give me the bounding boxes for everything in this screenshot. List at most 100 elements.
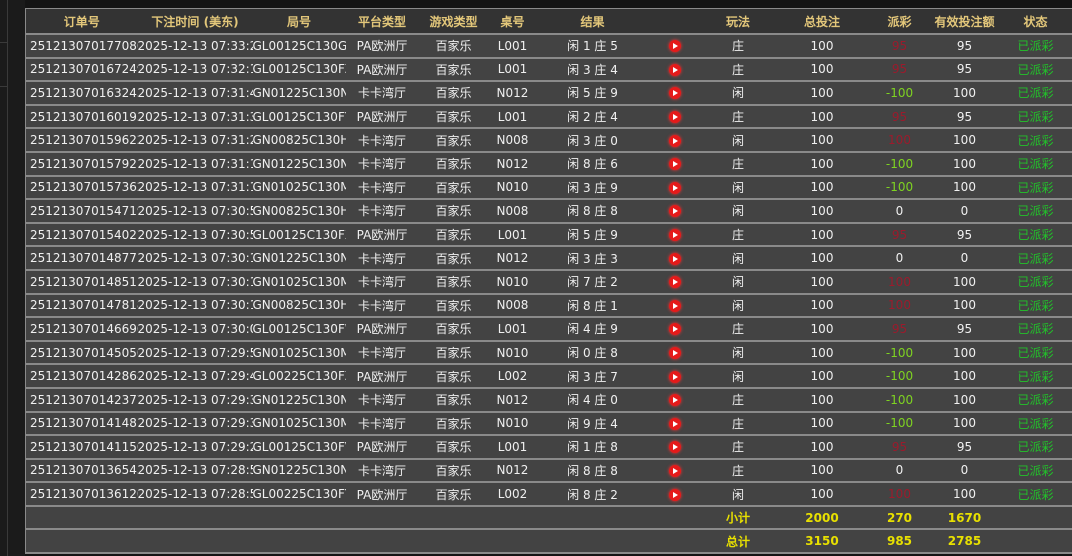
play-video-icon[interactable] xyxy=(668,347,681,360)
table-row: 251213070141481 2025-12-13 07:29:30 GN0102… xyxy=(25,411,1072,437)
subtotal-payout: 270 xyxy=(868,505,931,531)
total-bet: 100 xyxy=(775,246,869,271)
spacer xyxy=(25,529,701,555)
play-video-icon[interactable] xyxy=(668,158,681,171)
total-payout: 985 xyxy=(868,529,931,555)
result: 闲 2 庄 4 xyxy=(536,104,649,130)
replay-cell xyxy=(648,458,701,484)
table-no: N012 xyxy=(488,151,537,177)
round-no: GL00125C130FX xyxy=(252,222,346,248)
total-bet: 100 xyxy=(775,222,869,248)
play-video-icon[interactable] xyxy=(668,441,681,454)
total-bet: 100 xyxy=(775,458,869,484)
platform-type: PA欧洲厅 xyxy=(345,222,419,248)
game-type: 百家乐 xyxy=(418,340,489,366)
play-video-icon[interactable] xyxy=(668,229,681,242)
play-video-icon[interactable] xyxy=(668,181,681,194)
column-header-order-no: 订单号 xyxy=(25,8,138,35)
table-row: 251213070157921 2025-12-13 07:31:15 GN0122… xyxy=(25,151,1072,177)
bet-time: 2025-12-13 07:29:40 xyxy=(137,364,253,389)
result: 闲 5 庄 9 xyxy=(536,81,649,106)
valid-bet: 100 xyxy=(930,482,999,507)
status-badge: 已派彩 xyxy=(998,104,1072,130)
round-no: GN01025C130MZ xyxy=(252,175,346,201)
play-video-icon[interactable] xyxy=(668,276,681,289)
platform-type: PA欧洲厅 xyxy=(345,435,419,460)
play-type: 闲 xyxy=(700,364,776,389)
result: 闲 9 庄 4 xyxy=(536,411,649,437)
play-video-icon[interactable] xyxy=(668,464,681,477)
play-type: 庄 xyxy=(700,57,776,83)
round-no: GL00125C130FW xyxy=(252,317,346,342)
round-no: GN00825C130HF xyxy=(252,128,346,153)
game-type: 百家乐 xyxy=(418,222,489,248)
payout: 100 xyxy=(868,128,931,153)
status-badge: 已派彩 xyxy=(998,222,1072,248)
valid-bet: 95 xyxy=(930,435,999,460)
order-no: 251213070142377 xyxy=(25,387,138,413)
payout: 95 xyxy=(868,435,931,460)
round-no: GL00225C130FY xyxy=(252,482,346,507)
spacer xyxy=(25,505,701,531)
order-no: 251213070159622 xyxy=(25,128,138,153)
play-video-icon[interactable] xyxy=(668,394,681,407)
replay-cell xyxy=(648,482,701,507)
play-video-icon[interactable] xyxy=(668,488,681,501)
payout: -100 xyxy=(868,387,931,413)
status-badge: 已派彩 xyxy=(998,387,1072,413)
platform-type: 卡卡湾厅 xyxy=(345,81,419,106)
valid-bet: 0 xyxy=(930,246,999,271)
play-video-icon[interactable] xyxy=(668,323,681,336)
status-badge: 已派彩 xyxy=(998,293,1072,319)
play-video-icon[interactable] xyxy=(668,205,681,218)
result: 闲 3 庄 3 xyxy=(536,246,649,271)
spacer xyxy=(998,529,1072,555)
play-type: 闲 xyxy=(700,293,776,319)
platform-type: PA欧洲厅 xyxy=(345,57,419,83)
order-no: 251213070141481 xyxy=(25,411,138,437)
table-row: 251213070136120 2025-12-13 07:28:57 GL0022… xyxy=(25,482,1072,507)
valid-bet: 95 xyxy=(930,104,999,130)
play-video-icon[interactable] xyxy=(668,252,681,265)
play-type: 闲 xyxy=(700,81,776,106)
table-row: 251213070157362 2025-12-13 07:31:12 GN0102… xyxy=(25,175,1072,201)
bet-time: 2025-12-13 07:28:57 xyxy=(137,482,253,507)
play-video-icon[interactable] xyxy=(668,370,681,383)
bet-time: 2025-12-13 07:30:19 xyxy=(137,246,253,271)
bet-time: 2025-12-13 07:30:17 xyxy=(137,269,253,295)
play-type: 庄 xyxy=(700,387,776,413)
status-badge: 已派彩 xyxy=(998,269,1072,295)
table-no: N012 xyxy=(488,81,537,106)
round-no: GN00825C130HD xyxy=(252,293,346,319)
order-no: 251213070146690 xyxy=(25,317,138,342)
result: 闲 3 庄 7 xyxy=(536,364,649,389)
replay-cell xyxy=(648,317,701,342)
play-video-icon[interactable] xyxy=(668,299,681,312)
table-no: N008 xyxy=(488,128,537,153)
valid-bet: 100 xyxy=(930,128,999,153)
game-type: 百家乐 xyxy=(418,246,489,271)
bet-time: 2025-12-13 07:33:21 xyxy=(137,34,253,59)
result: 闲 7 庄 2 xyxy=(536,269,649,295)
play-video-icon[interactable] xyxy=(668,111,681,124)
table-header: 订单号 下注时间 (美东) 局号 平台类型 游戏类型 桌号 结果 玩法 总投注 派彩 有效投注额 状态 xyxy=(25,8,1072,35)
play-video-icon[interactable] xyxy=(668,63,681,76)
status-badge: 已派彩 xyxy=(998,458,1072,484)
round-no: GL00125C130FV xyxy=(252,435,346,460)
play-video-icon[interactable] xyxy=(668,40,681,53)
column-header-platform-type: 平台类型 xyxy=(345,8,419,35)
table-row: 251213070142377 2025-12-13 07:29:36 GN0122… xyxy=(25,387,1072,413)
platform-type: 卡卡湾厅 xyxy=(345,175,419,201)
total-bet: 100 xyxy=(775,269,869,295)
column-header-result: 结果 xyxy=(536,8,649,35)
table-no: N012 xyxy=(488,246,537,271)
bet-time: 2025-12-13 07:31:25 xyxy=(137,128,253,153)
play-video-icon[interactable] xyxy=(668,87,681,100)
column-header-total-bet: 总投注 xyxy=(775,8,869,35)
bet-time: 2025-12-13 07:30:50 xyxy=(137,222,253,248)
column-header-round-no: 局号 xyxy=(252,8,346,35)
table-row: 251213070154027 2025-12-13 07:30:50 GL0012… xyxy=(25,222,1072,248)
table-row: 251213070167249 2025-12-13 07:32:15 GL0012… xyxy=(25,57,1072,83)
play-video-icon[interactable] xyxy=(668,134,681,147)
play-video-icon[interactable] xyxy=(668,417,681,430)
